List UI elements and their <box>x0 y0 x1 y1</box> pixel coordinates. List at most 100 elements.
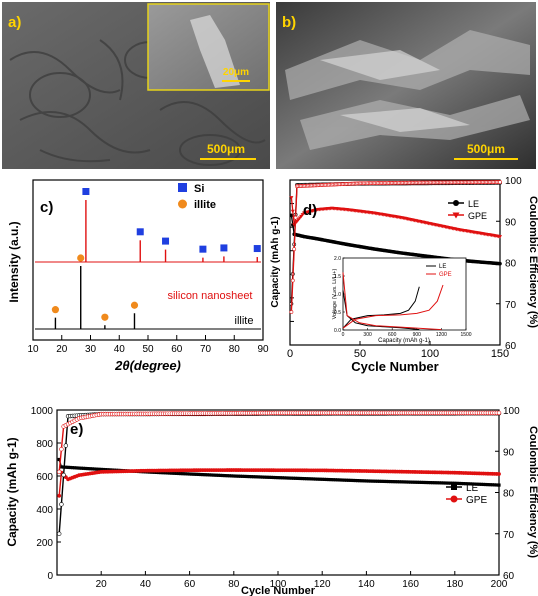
le-point <box>313 477 318 481</box>
le-point <box>349 478 353 482</box>
le-point <box>488 483 492 487</box>
ce-point <box>59 446 64 452</box>
le-point <box>249 475 254 479</box>
le-point <box>294 476 298 480</box>
le-point <box>95 467 99 471</box>
le-point <box>318 477 322 481</box>
le-point <box>232 474 236 478</box>
y-tick-label: 800 <box>36 439 53 450</box>
le-point <box>389 479 393 484</box>
gpe-point <box>497 472 501 476</box>
le-point <box>386 479 391 484</box>
le-point <box>168 471 172 475</box>
le-point <box>289 476 293 480</box>
le-point <box>203 473 207 477</box>
x-tick-label: 80 <box>229 344 241 355</box>
le-point <box>185 472 189 476</box>
si-marker <box>220 244 228 252</box>
inset-y-tick-label: 0.5 <box>334 310 341 316</box>
x-tick-label: 150 <box>491 348 509 360</box>
ce-point <box>290 278 295 283</box>
inset-x-tick-label: 600 <box>388 332 397 338</box>
x-tick-label: 40 <box>114 344 126 355</box>
le-point <box>397 480 402 484</box>
le-point <box>68 465 72 470</box>
panel-e-cycling-chart: 20 40 60 80 100 120 140 160 180 200 0 200 400 600 800 1… <box>5 406 538 596</box>
le-point <box>106 468 110 472</box>
le-point <box>475 482 479 486</box>
inset-y-tick-label: 1.5 <box>334 274 341 280</box>
le-point <box>325 477 329 482</box>
le-point <box>254 475 258 479</box>
ce-point <box>496 410 502 416</box>
le-point <box>404 480 408 484</box>
panel-c-peaks <box>35 188 261 330</box>
panel-e-ylabel: Capacity (mAh g-1) <box>5 437 19 546</box>
le-point <box>86 467 90 471</box>
le-point <box>234 474 238 478</box>
le-point <box>66 465 70 469</box>
le-point <box>360 479 364 483</box>
le-point <box>196 472 201 477</box>
le-point <box>75 466 79 470</box>
ce-point <box>63 443 69 448</box>
si-marker <box>199 245 207 253</box>
le-point <box>101 467 106 472</box>
panel-e-legend: LE GPE <box>446 483 487 506</box>
y-tick-label: 0 <box>47 571 53 582</box>
le-point <box>402 480 406 484</box>
le-point <box>435 481 439 485</box>
le-point <box>466 482 470 486</box>
inset-series <box>342 272 444 331</box>
si-marker <box>253 245 261 253</box>
le-point <box>192 472 196 476</box>
le-point <box>81 466 86 470</box>
gpe-point <box>498 235 502 239</box>
panel-b-sem-image: b) 500μm <box>276 2 536 169</box>
panel-d-xlabel: Cycle Number <box>351 359 438 374</box>
le-point <box>400 480 404 484</box>
le-point <box>380 479 384 483</box>
panel-c-frame <box>32 179 264 341</box>
y2-tick-label: 60 <box>503 571 515 582</box>
legend-illite-label: illite <box>194 199 216 211</box>
legend-si-marker <box>178 183 187 192</box>
inset-curve <box>342 284 444 329</box>
panel-e-label: e) <box>70 421 83 438</box>
inset-x-tick-label: 300 <box>363 332 372 338</box>
le-point <box>243 474 247 479</box>
le-point <box>298 476 302 481</box>
le-point <box>331 478 335 482</box>
le-point <box>278 476 282 480</box>
panel-c-xlabel: 2θ(degree) <box>114 358 181 373</box>
le-point <box>256 475 260 479</box>
le-point <box>157 470 161 475</box>
le-point <box>433 481 437 485</box>
le-point <box>285 476 289 480</box>
panel-e-series <box>57 410 502 536</box>
panel-c-ylabel: Intensity (a.u.) <box>7 221 21 302</box>
inset-x-tick-label: 0 <box>342 332 345 338</box>
le-point <box>183 472 187 476</box>
x-tick-label: 180 <box>446 579 463 590</box>
le-point <box>188 472 192 476</box>
le-point <box>364 479 368 483</box>
le-point <box>391 480 395 484</box>
le-point <box>221 473 225 478</box>
x-tick-label: 60 <box>171 344 183 355</box>
le-point <box>163 471 167 475</box>
le-point <box>205 473 209 477</box>
le-point <box>309 477 313 481</box>
le-point <box>176 471 181 476</box>
x-tick-label: 160 <box>402 579 419 590</box>
le-point <box>269 475 273 480</box>
inset-xlabel: Capacity (mAh g-1) <box>378 338 430 344</box>
illite-marker <box>51 306 60 314</box>
le-point <box>241 474 245 478</box>
le-point <box>362 479 366 483</box>
panel-e-axes: 20 40 60 80 100 120 140 160 180 200 0 200 400 600 800 1… <box>31 406 520 590</box>
x-tick-label: 120 <box>314 579 331 590</box>
legend-gpe-marker-e <box>450 495 458 503</box>
gpe-point <box>290 209 295 214</box>
le-point <box>320 477 324 481</box>
